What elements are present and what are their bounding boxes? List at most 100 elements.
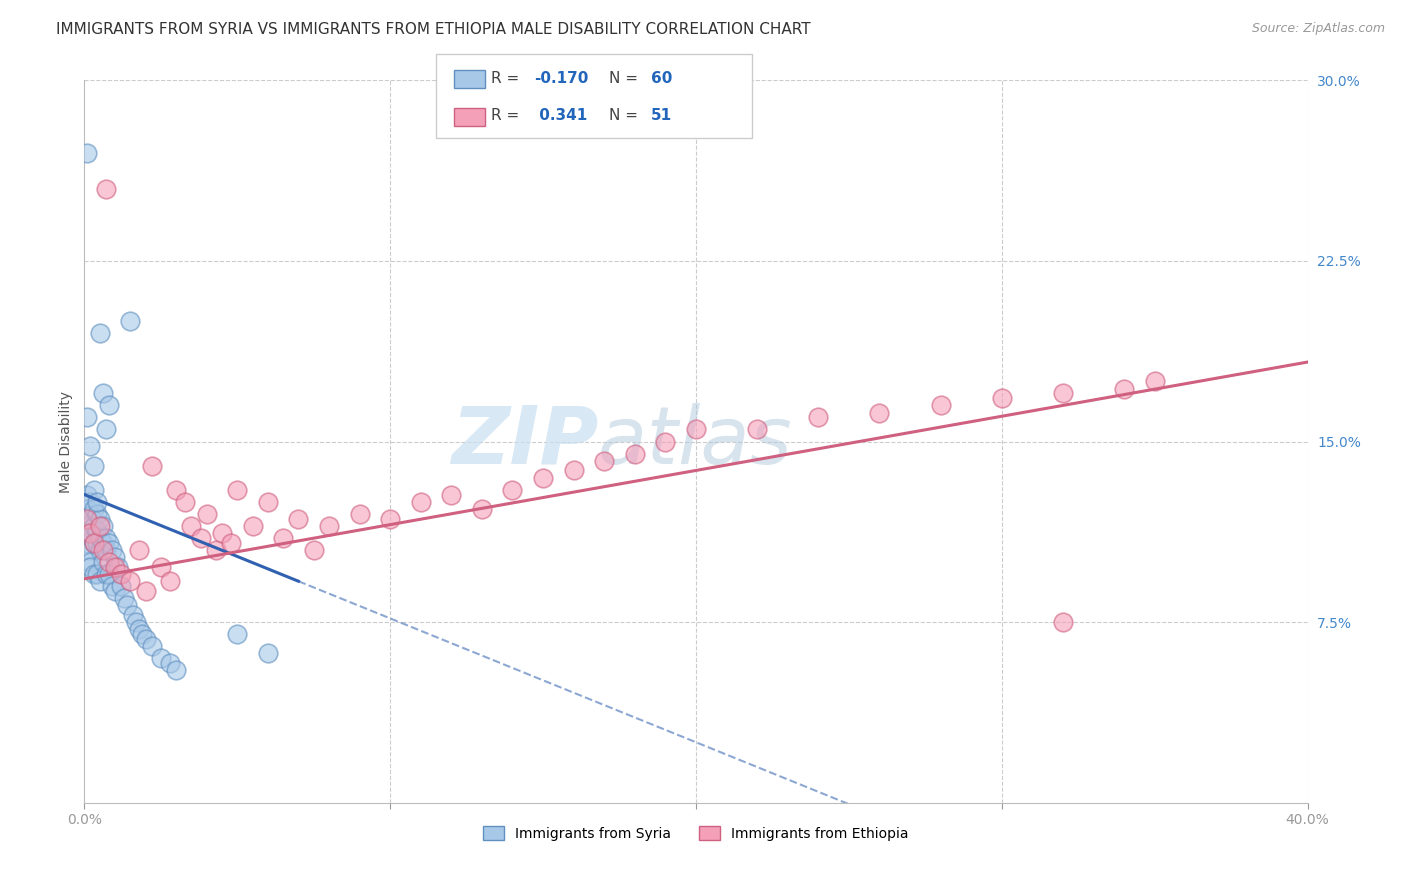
Point — [141, 458, 163, 473]
Point — [205, 542, 228, 557]
Text: R =: R = — [491, 109, 519, 123]
Point — [86, 535, 108, 549]
Point — [115, 599, 138, 613]
Point — [76, 410, 98, 425]
Point — [135, 583, 157, 598]
Point — [94, 567, 117, 582]
Point — [91, 518, 114, 533]
Point — [159, 656, 181, 670]
Point — [89, 531, 111, 545]
Point — [471, 502, 494, 516]
Point — [380, 511, 402, 525]
Point — [149, 651, 172, 665]
Point — [165, 664, 187, 678]
Point — [141, 639, 163, 653]
Text: -0.170: -0.170 — [534, 71, 589, 86]
Point — [79, 509, 101, 524]
Point — [929, 398, 952, 412]
Point — [79, 439, 101, 453]
Point — [195, 507, 218, 521]
Point — [86, 494, 108, 508]
Point — [83, 483, 105, 497]
Point — [110, 579, 132, 593]
Point — [562, 463, 585, 477]
Point — [120, 314, 142, 328]
Point — [531, 470, 554, 484]
Point — [807, 410, 830, 425]
Point — [83, 502, 105, 516]
Point — [131, 627, 153, 641]
Point — [159, 574, 181, 589]
Point — [91, 535, 114, 549]
Point — [83, 518, 105, 533]
Point — [302, 542, 325, 557]
Text: R =: R = — [491, 71, 519, 86]
Point — [97, 555, 120, 569]
Point — [83, 535, 105, 549]
Point — [94, 542, 117, 557]
Point — [149, 559, 172, 574]
Point — [122, 607, 145, 622]
Point — [104, 550, 127, 565]
Point — [440, 487, 463, 501]
Point — [101, 542, 124, 557]
Point — [89, 326, 111, 340]
Point — [97, 535, 120, 549]
Point — [76, 487, 98, 501]
Point — [101, 579, 124, 593]
Point — [76, 145, 98, 160]
Point — [110, 567, 132, 582]
Point — [257, 647, 280, 661]
Point — [1114, 382, 1136, 396]
Point — [94, 531, 117, 545]
Point — [120, 574, 142, 589]
Point — [991, 391, 1014, 405]
Point — [97, 398, 120, 412]
Point — [91, 542, 114, 557]
Point — [1143, 374, 1166, 388]
Text: atlas: atlas — [598, 402, 793, 481]
Point — [94, 422, 117, 436]
Point — [79, 542, 101, 557]
Point — [97, 567, 120, 582]
Point — [94, 181, 117, 195]
Point — [165, 483, 187, 497]
Point — [79, 526, 101, 541]
Text: 60: 60 — [651, 71, 672, 86]
Point — [685, 422, 707, 436]
Text: 51: 51 — [651, 109, 672, 123]
Point — [76, 518, 98, 533]
Point — [112, 591, 135, 605]
Point — [83, 458, 105, 473]
Point — [409, 494, 432, 508]
Point — [89, 518, 111, 533]
Point — [242, 518, 264, 533]
Point — [747, 422, 769, 436]
Point — [83, 567, 105, 582]
Point — [86, 524, 108, 538]
Point — [271, 531, 294, 545]
Point — [104, 559, 127, 574]
Point — [107, 559, 129, 574]
Point — [76, 502, 98, 516]
Point — [593, 454, 616, 468]
Text: ZIP: ZIP — [451, 402, 598, 481]
Point — [89, 574, 111, 589]
Point — [502, 483, 524, 497]
Point — [1052, 615, 1074, 630]
Text: Source: ZipAtlas.com: Source: ZipAtlas.com — [1251, 22, 1385, 36]
Point — [89, 511, 111, 525]
Point — [83, 535, 105, 549]
Point — [79, 559, 101, 574]
Y-axis label: Male Disability: Male Disability — [59, 391, 73, 492]
Point — [86, 567, 108, 582]
Point — [89, 542, 111, 557]
Point — [624, 446, 647, 460]
Point — [91, 555, 114, 569]
Text: 0.341: 0.341 — [534, 109, 588, 123]
Text: N =: N = — [609, 109, 638, 123]
Point — [349, 507, 371, 521]
Point — [128, 542, 150, 557]
Point — [76, 535, 98, 549]
Point — [174, 494, 197, 508]
